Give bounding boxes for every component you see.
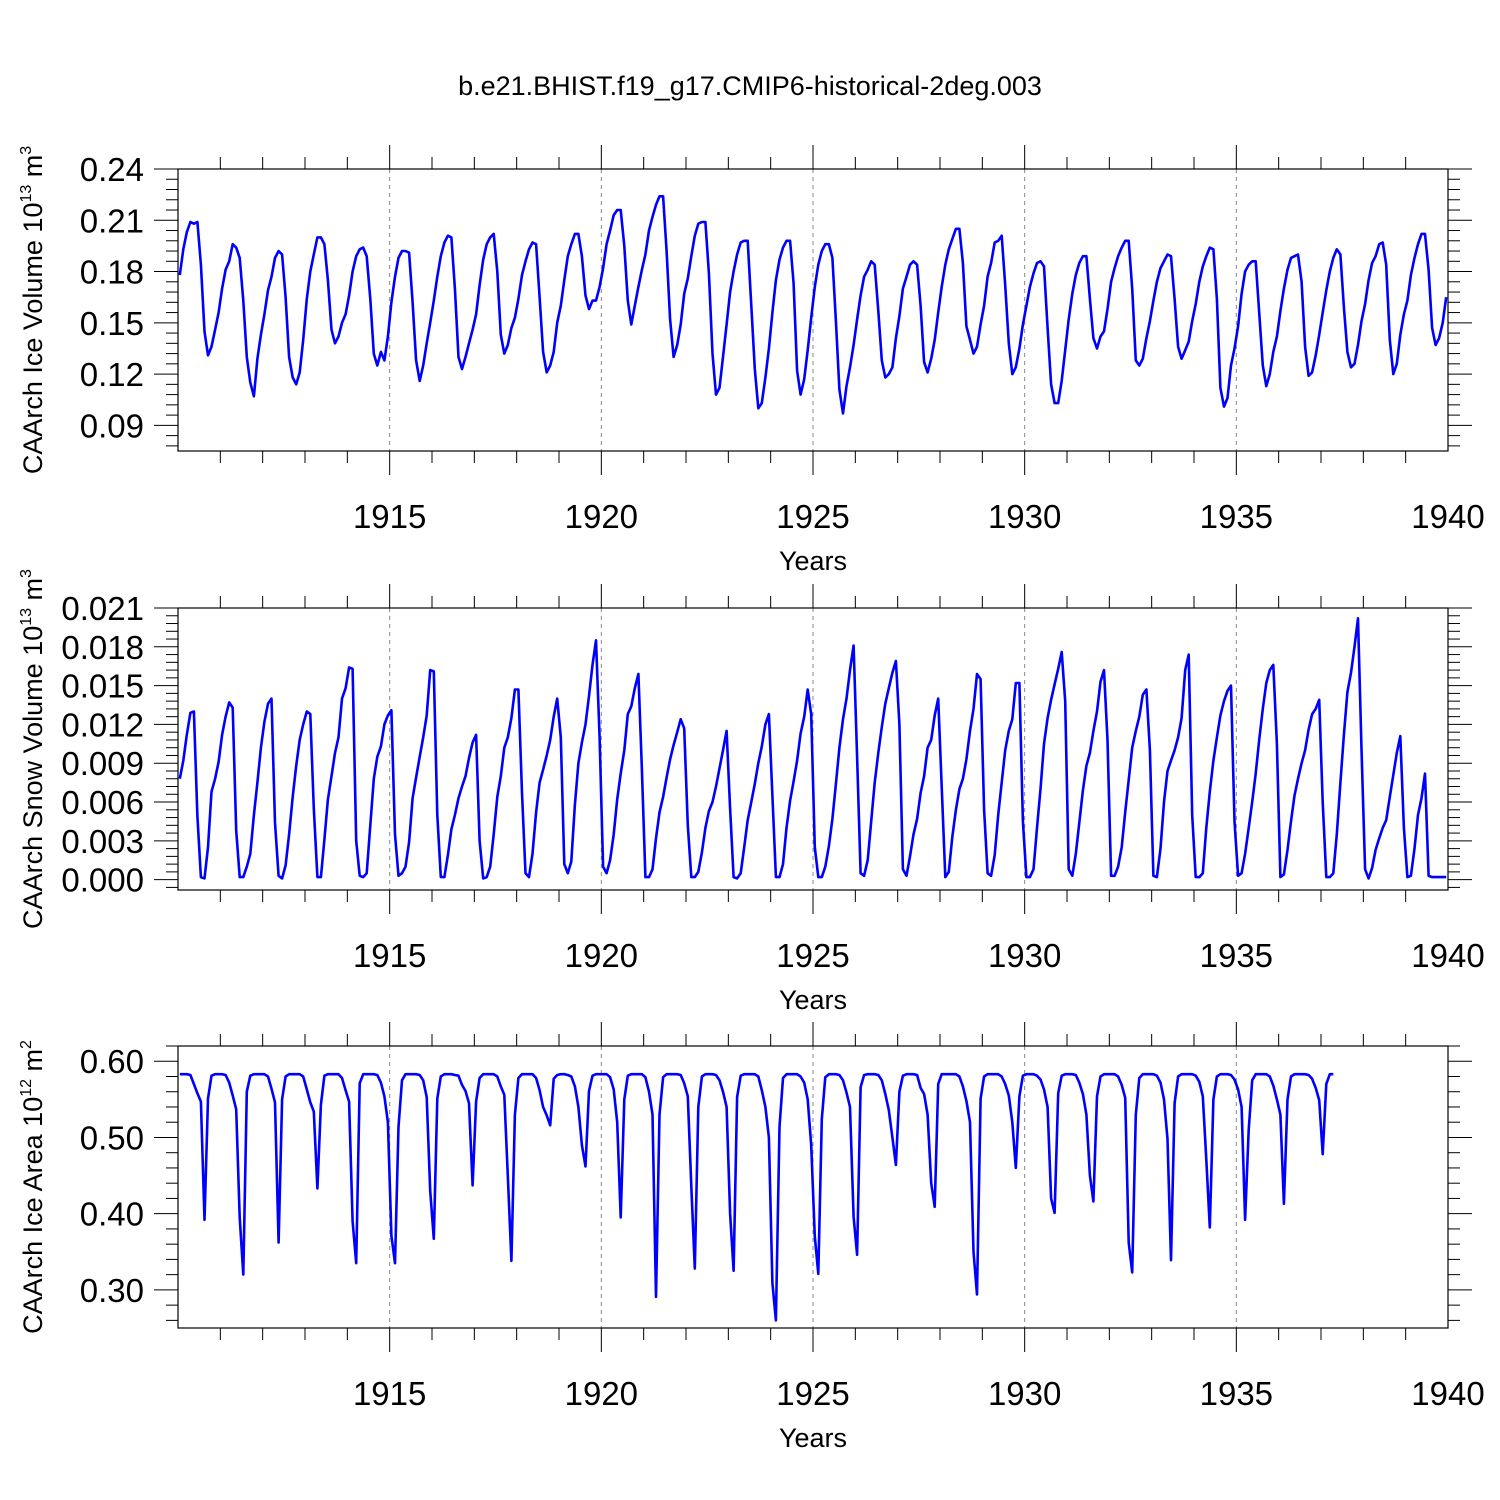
y-tick-label: 0.09 xyxy=(80,407,144,444)
y-tick-label: 0.012 xyxy=(61,706,144,743)
series-line xyxy=(178,195,1448,415)
y-tick-label: 0.40 xyxy=(80,1196,144,1233)
x-axis-label: Years xyxy=(779,546,847,576)
y-tick-label: 0.021 xyxy=(61,590,144,627)
x-axis-label: Years xyxy=(779,985,847,1015)
y-axis-label: CAArch Snow Volume 1013 m3 xyxy=(18,569,48,929)
x-axis-label: Years xyxy=(779,1423,847,1453)
y-tick-label: 0.18 xyxy=(80,254,144,291)
x-tick-label: 1940 xyxy=(1411,498,1484,535)
y-tick-label: 0.50 xyxy=(80,1119,144,1156)
x-tick-label: 1925 xyxy=(776,1375,849,1412)
y-tick-label: 0.003 xyxy=(61,823,144,860)
x-tick-label: 1930 xyxy=(988,498,1061,535)
y-tick-label: 0.009 xyxy=(61,745,144,782)
y-tick-label: 0.015 xyxy=(61,668,144,705)
y-tick-label: 0.21 xyxy=(80,202,144,239)
x-tick-label: 1925 xyxy=(776,937,849,974)
y-tick-label: 0.018 xyxy=(61,629,144,666)
x-tick-label: 1925 xyxy=(776,498,849,535)
y-tick-label: 0.006 xyxy=(61,784,144,821)
y-tick-label: 0.24 xyxy=(80,151,144,188)
x-tick-label: 1930 xyxy=(988,1375,1061,1412)
y-tick-label: 0.12 xyxy=(80,356,144,393)
x-tick-label: 1920 xyxy=(565,498,638,535)
panel-snow-volume: 1915 1920 1925 1930 1935 1940Years0.0000.0030… xyxy=(18,569,1485,1015)
x-tick-label: 1915 xyxy=(353,498,426,535)
y-tick-label: 0.000 xyxy=(61,862,144,899)
series-line xyxy=(179,1072,1334,1322)
x-tick-label: 1935 xyxy=(1200,1375,1273,1412)
chart-title: b.e21.BHIST.f19_g17.CMIP6-historical-2de… xyxy=(458,71,1042,101)
panel-ice-volume: 1915 1920 1925 1930 1935 1940 Years 0.09 0.12 0.1… xyxy=(18,145,1485,576)
y-tick-label: 0.60 xyxy=(80,1043,144,1080)
series-line xyxy=(178,617,1447,880)
x-tick-label: 1940 xyxy=(1411,1375,1484,1412)
x-tick-label: 1935 xyxy=(1200,937,1273,974)
x-tick-label: 1930 xyxy=(988,937,1061,974)
y-tick-label: 0.30 xyxy=(80,1272,144,1309)
panel-ice-area: 1915 1920 1925 1930 1935 1940 Years 0.30 0.40 0.5… xyxy=(18,1022,1485,1453)
x-tick-label: 1920 xyxy=(565,1375,638,1412)
y-axis-label: CAArch Ice Area 1012 m2 xyxy=(18,1040,48,1334)
x-tick-label: 1915 xyxy=(353,937,426,974)
x-tick-label: 1920 xyxy=(565,937,638,974)
x-tick-label: 1935 xyxy=(1200,498,1273,535)
x-tick-label: 1915 xyxy=(353,1375,426,1412)
x-tick-label: 1940 xyxy=(1411,937,1484,974)
y-axis-label: CAArch Ice Volume 1013 m3 xyxy=(18,146,48,474)
y-tick-label: 0.15 xyxy=(80,305,144,342)
